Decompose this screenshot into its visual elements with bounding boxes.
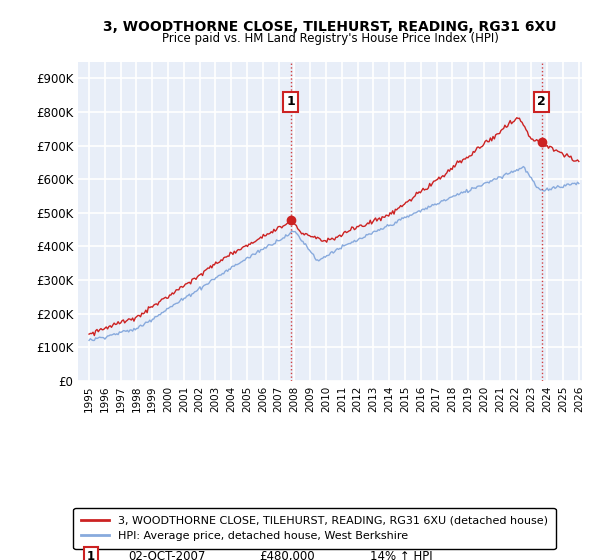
Text: 2: 2 bbox=[538, 95, 546, 109]
Text: 1: 1 bbox=[86, 550, 95, 560]
Text: 02-OCT-2007: 02-OCT-2007 bbox=[128, 550, 206, 560]
Legend: 3, WOODTHORNE CLOSE, TILEHURST, READING, RG31 6XU (detached house), HPI: Average: 3, WOODTHORNE CLOSE, TILEHURST, READING,… bbox=[73, 508, 556, 549]
Text: £480,000: £480,000 bbox=[259, 550, 315, 560]
Text: 14% ↑ HPI: 14% ↑ HPI bbox=[370, 550, 433, 560]
Text: 1: 1 bbox=[286, 95, 295, 109]
Text: 3, WOODTHORNE CLOSE, TILEHURST, READING, RG31 6XU: 3, WOODTHORNE CLOSE, TILEHURST, READING,… bbox=[103, 20, 557, 34]
Text: Price paid vs. HM Land Registry's House Price Index (HPI): Price paid vs. HM Land Registry's House … bbox=[161, 32, 499, 45]
